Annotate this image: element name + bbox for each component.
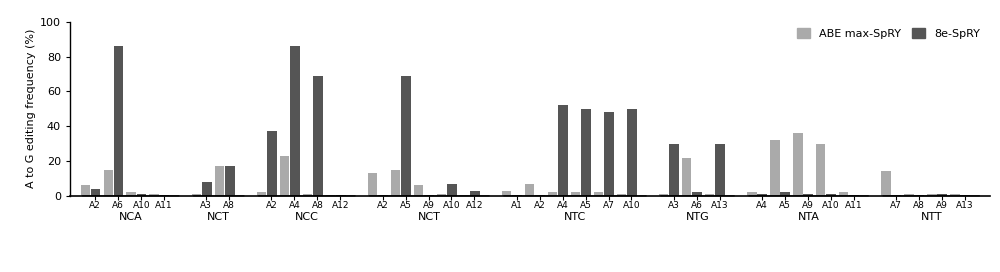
Bar bbox=[659, 194, 668, 196]
Bar bbox=[891, 195, 901, 196]
Bar bbox=[816, 144, 825, 196]
Text: NTT: NTT bbox=[920, 212, 942, 221]
Bar bbox=[202, 182, 212, 196]
Bar bbox=[793, 133, 803, 196]
Bar bbox=[604, 112, 614, 196]
Bar bbox=[160, 195, 169, 196]
Text: NCC: NCC bbox=[295, 212, 319, 221]
Bar bbox=[470, 191, 480, 196]
Bar bbox=[114, 46, 123, 196]
Bar bbox=[682, 157, 691, 196]
Bar bbox=[617, 194, 626, 196]
Bar bbox=[512, 195, 522, 196]
Bar bbox=[715, 144, 725, 196]
Bar bbox=[401, 76, 411, 196]
Text: NCT: NCT bbox=[418, 212, 441, 221]
Bar bbox=[303, 194, 312, 196]
Bar bbox=[437, 194, 446, 196]
Bar bbox=[149, 194, 159, 196]
Bar bbox=[571, 192, 580, 196]
Bar bbox=[548, 192, 557, 196]
Bar bbox=[460, 195, 469, 196]
Bar bbox=[280, 156, 289, 196]
Text: NTC: NTC bbox=[564, 212, 586, 221]
Bar bbox=[950, 194, 960, 196]
Bar bbox=[326, 195, 335, 196]
Y-axis label: A to G editing frequency (%): A to G editing frequency (%) bbox=[26, 29, 36, 188]
Bar bbox=[535, 195, 545, 196]
Bar bbox=[424, 195, 434, 196]
Bar bbox=[91, 189, 100, 196]
Bar bbox=[81, 186, 90, 196]
Bar bbox=[336, 195, 346, 196]
Text: NTG: NTG bbox=[686, 212, 709, 221]
Bar bbox=[137, 194, 146, 196]
Text: NCA: NCA bbox=[119, 212, 143, 221]
Bar bbox=[104, 170, 113, 196]
Bar bbox=[960, 195, 970, 196]
Bar bbox=[780, 192, 790, 196]
Bar bbox=[757, 194, 767, 196]
Bar bbox=[290, 46, 300, 196]
Bar bbox=[525, 184, 534, 196]
Bar bbox=[215, 166, 224, 196]
Bar bbox=[414, 186, 423, 196]
Bar bbox=[502, 191, 511, 196]
Bar bbox=[914, 195, 924, 196]
Bar bbox=[826, 194, 836, 196]
Bar bbox=[391, 170, 400, 196]
Bar bbox=[881, 171, 891, 196]
Bar bbox=[313, 76, 323, 196]
Bar bbox=[267, 131, 277, 196]
Bar bbox=[770, 140, 780, 196]
Text: NCT: NCT bbox=[207, 212, 230, 221]
Bar bbox=[803, 194, 813, 196]
Bar bbox=[558, 105, 568, 196]
Bar bbox=[378, 195, 388, 196]
Bar bbox=[849, 195, 859, 196]
Bar bbox=[669, 144, 679, 196]
Bar bbox=[581, 109, 591, 196]
Bar bbox=[225, 166, 235, 196]
Text: NTA: NTA bbox=[798, 212, 820, 221]
Bar bbox=[126, 192, 136, 196]
Legend: ABE max-SpRY, 8e-SpRY: ABE max-SpRY, 8e-SpRY bbox=[792, 24, 984, 44]
Bar bbox=[192, 194, 201, 196]
Bar bbox=[692, 192, 702, 196]
Bar bbox=[257, 192, 266, 196]
Bar bbox=[747, 192, 757, 196]
Bar bbox=[927, 194, 937, 196]
Bar bbox=[594, 192, 603, 196]
Bar bbox=[904, 194, 914, 196]
Bar bbox=[839, 192, 848, 196]
Bar bbox=[368, 173, 377, 196]
Bar bbox=[937, 194, 947, 196]
Bar bbox=[705, 194, 714, 196]
Bar bbox=[627, 109, 637, 196]
Bar bbox=[447, 184, 457, 196]
